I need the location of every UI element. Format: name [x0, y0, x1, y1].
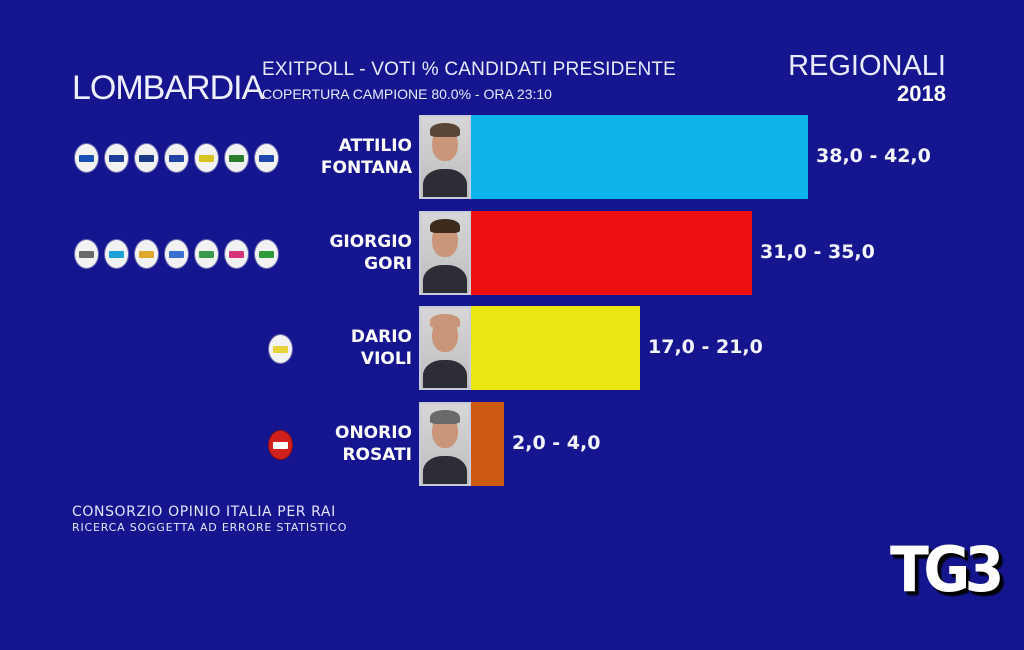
forza-italia-logo-icon — [74, 143, 99, 173]
lombardia-progressista-gori-logo-icon — [194, 239, 219, 269]
piu-europa-logo-icon — [134, 239, 159, 269]
result-bar — [471, 402, 504, 486]
party-logos — [268, 430, 293, 460]
candidate-row-violi: DARIO VIOLI 17,0 - 21,0 — [0, 306, 1024, 390]
region-title: LOMBARDIA — [72, 69, 264, 107]
source-credit: CONSORZIO OPINIO ITALIA PER RAI — [72, 504, 336, 520]
candidate-row-fontana: ATTILIO FONTANA 38,0 - 42,0 — [0, 115, 1024, 199]
europa-logo-icon — [164, 239, 189, 269]
election-year: 2018 — [897, 81, 946, 106]
candidate-row-rosati: ONORIO ROSATI 2,0 - 4,0 — [0, 402, 1024, 486]
civici-gori-logo-icon — [224, 239, 249, 269]
pensionati-logo-icon — [104, 143, 129, 173]
candidate-photo — [419, 402, 471, 486]
candidate-photo — [419, 115, 471, 199]
statistical-disclaimer: RICERCA SOGGETTA AD ERRORE STATISTICO — [72, 521, 348, 534]
election-kind: REGIONALI — [788, 50, 946, 82]
candidate-row-gori: GIORGIO GORI 31,0 - 35,0 — [0, 211, 1024, 295]
party-logos — [74, 143, 279, 173]
result-range: 38,0 - 42,0 — [816, 145, 931, 167]
chart-subtitle: COPERTURA CAMPIONE 80.0% - ORA 23:10 — [262, 86, 552, 102]
lista-fontana-logo-icon — [194, 143, 219, 173]
civica-popolare-insieme-logo-icon — [74, 239, 99, 269]
fontana-presidente-logo-icon — [254, 143, 279, 173]
chart-title: EXITPOLL - VOTI % CANDIDATI PRESIDENTE — [262, 59, 677, 80]
party-logos — [268, 334, 293, 364]
result-bar — [471, 115, 808, 199]
result-range: 31,0 - 35,0 — [760, 241, 875, 263]
noi-con-l-italia-logo-icon — [164, 143, 189, 173]
fratelli-d-italia-logo-icon — [134, 143, 159, 173]
pd-gori-logo-icon — [254, 239, 279, 269]
movimento-5-stelle-logo-icon — [268, 334, 293, 364]
result-range: 2,0 - 4,0 — [512, 432, 601, 454]
result-bar — [471, 211, 752, 295]
tg3-logo: TG3 — [890, 533, 1004, 606]
candidate-name: DARIO VIOLI — [350, 327, 412, 369]
candidate-photo — [419, 306, 471, 390]
election-label: REGIONALI 2018 — [788, 50, 946, 106]
liberi-e-uguali-logo-icon — [268, 430, 293, 460]
candidate-photo — [419, 211, 471, 295]
candidate-name: ATTILIO FONTANA — [320, 136, 412, 178]
result-range: 17,0 - 21,0 — [648, 336, 763, 358]
lista-gori-logo-icon — [104, 239, 129, 269]
result-bar — [471, 306, 640, 390]
candidate-name: GIORGIO GORI — [329, 232, 412, 274]
party-logos — [74, 239, 279, 269]
lega-salvini-logo-icon — [224, 143, 249, 173]
candidate-name: ONORIO ROSATI — [335, 423, 412, 465]
